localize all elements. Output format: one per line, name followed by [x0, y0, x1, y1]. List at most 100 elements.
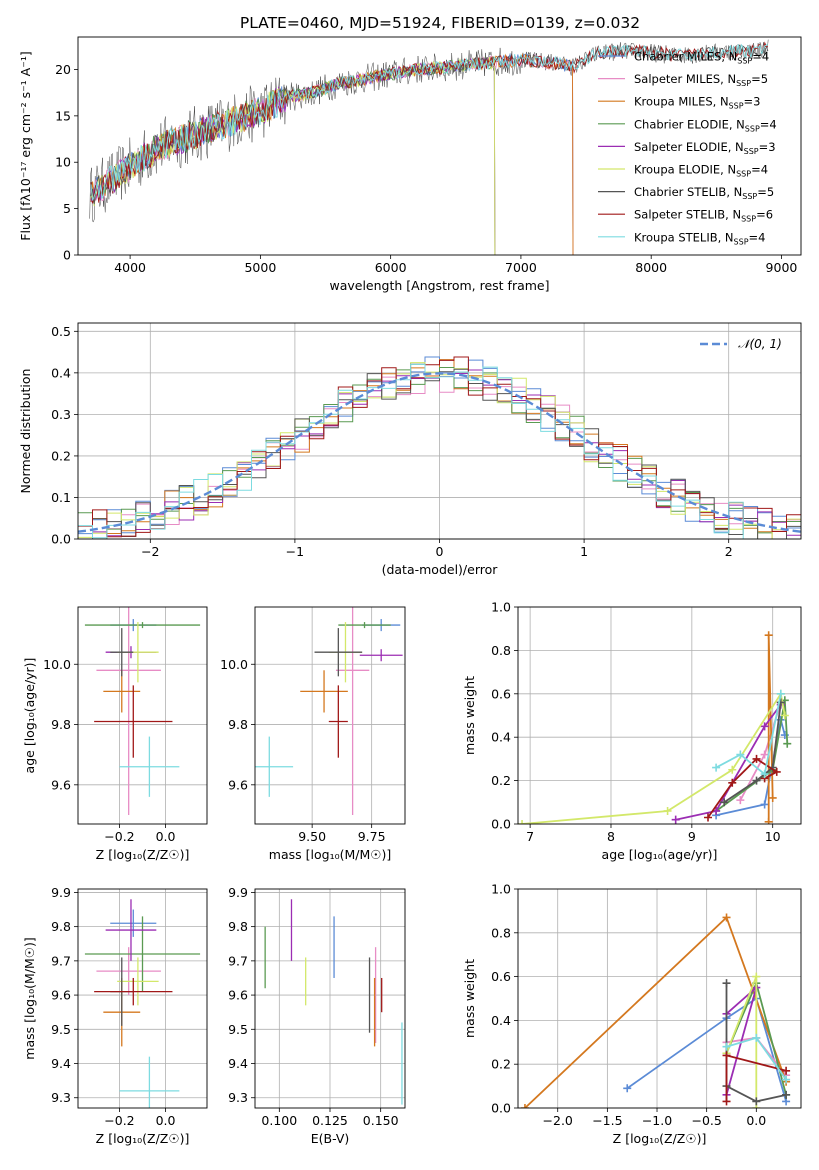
legend-entry: Chabrier ELODIE, NSSP=4	[634, 117, 777, 133]
y-tick-label: 10.0	[43, 657, 71, 672]
errorbar-4	[84, 622, 201, 629]
errorbar-3	[300, 670, 348, 713]
weight-marker	[623, 1084, 632, 1093]
histogram-7	[78, 363, 801, 539]
y-axis-label: mass weight	[462, 959, 477, 1038]
legend-text: =4	[752, 50, 769, 64]
x-tick-label: −2.0	[543, 1113, 573, 1128]
model-spectrum-7	[90, 44, 769, 205]
y-tick-label: 9.3	[228, 1090, 248, 1105]
x-tick-label: 9.75	[358, 829, 386, 844]
x-tick-label: 1	[580, 544, 588, 559]
y-tick-label: 9.8	[228, 717, 248, 732]
error-bars	[255, 607, 403, 815]
axes-frame	[517, 888, 802, 1109]
weight-marker	[780, 711, 789, 720]
x-tick-label: 8000	[635, 260, 667, 275]
weight-line-7	[725, 983, 787, 1103]
weight-marker	[520, 1104, 529, 1108]
legend-text: =4	[751, 163, 768, 177]
x-tick-label: 0.0	[156, 1113, 176, 1128]
y-tick-label: 9.8	[51, 919, 71, 934]
legend-text: =5	[757, 185, 774, 199]
legend-text: Kroupa STELIB, N	[634, 230, 734, 244]
y-tick-label: 9.8	[51, 717, 71, 732]
histogram-9	[78, 363, 801, 539]
weight-lines	[520, 913, 791, 1108]
y-tick-label: 0.8	[491, 925, 511, 940]
y-tick-label: 0.5	[51, 324, 71, 339]
y-tick-label: 9.8	[228, 919, 248, 934]
y-tick-label: 9.7	[228, 953, 248, 968]
legend-entry: Salpeter ELODIE, NSSP=3	[634, 140, 776, 156]
weight-marker	[764, 817, 773, 824]
y-tick-label: 1.0	[491, 882, 511, 897]
y-tick-label: 9.6	[51, 988, 71, 1003]
x-axis-label: (data-model)/error	[382, 562, 499, 577]
y-tick-label: 9.3	[51, 1090, 71, 1105]
y-tick-label: 0.4	[491, 1013, 511, 1028]
errorbar-9	[119, 736, 180, 797]
y-tick-label: 0.6	[491, 969, 511, 984]
weight-marker	[768, 793, 777, 802]
y-tick-label: 20	[55, 62, 71, 77]
weight-marker	[722, 1051, 731, 1060]
x-tick-label: 5000	[244, 260, 276, 275]
axes-frame	[77, 888, 208, 1109]
x-tick-label: 9.50	[298, 829, 326, 844]
figure-title: PLATE=0460, MJD=51924, FIBERID=0139, z=0…	[240, 14, 640, 32]
y-tick-label: 10.0	[220, 657, 248, 672]
x-tick-label: −1.0	[642, 1113, 672, 1128]
x-tick-label: 0.125	[312, 1113, 348, 1128]
errorbar-2	[96, 947, 161, 996]
x-tick-label: 7	[526, 829, 534, 844]
x-tick-label: −0.5	[691, 1113, 721, 1128]
weight-marker	[764, 631, 773, 640]
legend-subscript: SSP	[742, 192, 757, 201]
y-tick-label: 0.1	[51, 490, 71, 505]
weight-marker	[722, 913, 731, 922]
panel-3: −0.2 0.0 9.6 9.8 10.0 Z [log₁₀(Z/Z☉)] age [log…	[22, 606, 208, 862]
y-tick-label: 9.5	[51, 1022, 71, 1037]
weight-marker	[722, 1097, 731, 1106]
x-tick-label: 0	[436, 544, 444, 559]
weight-marker	[518, 820, 527, 824]
legend-text: =4	[749, 230, 766, 244]
legend-text: =6	[756, 208, 773, 222]
errorbar-8	[94, 977, 173, 1006]
weight-marker	[752, 754, 761, 763]
spectrum-lines	[89, 39, 769, 255]
weight-line-4	[715, 700, 789, 812]
weight-line-9	[715, 693, 782, 776]
legend-subscript: SSP	[744, 147, 759, 156]
axes-frame	[517, 606, 802, 825]
histogram-8	[78, 356, 801, 538]
legend-entry: Kroupa STELIB, NSSP=4	[634, 230, 765, 246]
x-axis-label: Z [log₁₀(Z/Z☉)]	[96, 847, 190, 862]
legend-subscript: SSP	[736, 170, 751, 179]
panel-6: −0.2 0.0 9.3 9.4 9.5 9.6 9.7 9.8 9.9 Z [log₁₀(Z/Z…	[22, 885, 208, 1146]
axes-frame	[77, 322, 802, 540]
axes-frame	[254, 888, 406, 1109]
weight-marker	[782, 1075, 791, 1084]
x-axis-label: Z [log₁₀(Z/Z☉)]	[613, 1131, 707, 1146]
legend-text: Kroupa ELODIE, N	[634, 163, 736, 177]
legend-text: Salpeter STELIB, N	[634, 208, 741, 222]
legend-subscript: SSP	[741, 215, 756, 224]
error-bars	[84, 607, 201, 815]
weight-line-5	[675, 704, 782, 821]
legend-text: =5	[751, 72, 768, 86]
x-tick-label: 6000	[375, 260, 407, 275]
x-axis-label: Z [log₁₀(Z/Z☉)]	[96, 1131, 190, 1146]
y-tick-label: 5	[63, 201, 71, 216]
y-tick-label: 0.0	[491, 1101, 511, 1116]
weight-marker	[712, 763, 721, 772]
y-tick-label: 9.4	[228, 1056, 248, 1071]
y-tick-label: 0.4	[51, 365, 71, 380]
x-tick-label: 7000	[505, 260, 537, 275]
legend-entry: Salpeter STELIB, NSSP=6	[634, 208, 773, 224]
y-tick-label: 0.0	[51, 532, 71, 547]
x-tick-label: 10	[765, 829, 781, 844]
y-tick-label: 1.0	[491, 600, 511, 615]
